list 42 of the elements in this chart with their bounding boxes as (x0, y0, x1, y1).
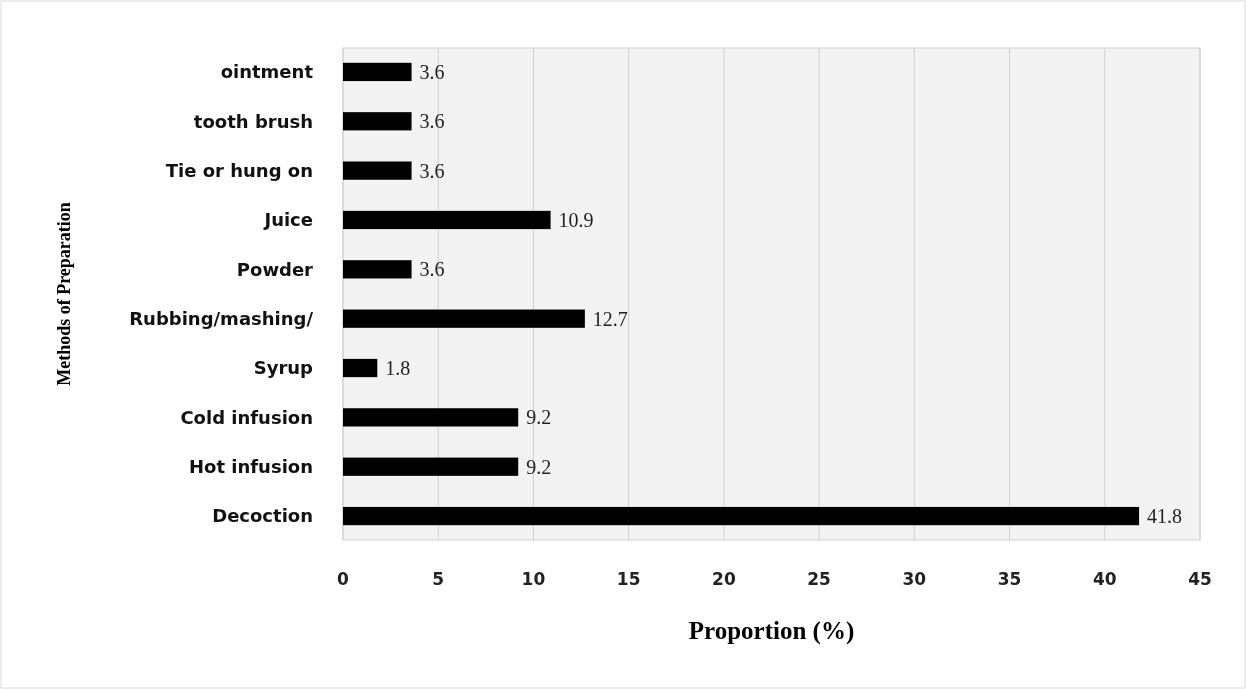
data-label: 3.6 (419, 60, 445, 83)
data-label: 10.9 (558, 208, 594, 231)
y-tick-label: Rubbing/mashing/ (129, 307, 314, 329)
y-axis-title: Methods of Preparation (54, 202, 74, 386)
x-tick-label: 25 (807, 569, 831, 589)
bar (343, 506, 1140, 526)
bar (343, 112, 412, 131)
y-tick-label: Decoction (212, 505, 313, 527)
y-tick-label: ointment (220, 61, 314, 83)
data-label: 3.6 (419, 159, 445, 182)
bar (343, 210, 551, 230)
x-tick-label: 10 (521, 569, 546, 589)
bar (343, 161, 412, 180)
x-tick-label: 35 (997, 569, 1022, 589)
bar (343, 62, 412, 82)
x-tick-label: 0 (337, 569, 350, 589)
data-label: 9.2 (526, 455, 552, 478)
data-label: 1.8 (385, 357, 411, 380)
x-tick-label: 40 (1092, 569, 1117, 589)
data-label: 3.6 (419, 110, 445, 133)
bar (343, 457, 519, 476)
x-tick-label: 45 (1188, 569, 1212, 589)
bar (343, 309, 585, 328)
data-label: 3.6 (419, 258, 445, 281)
y-tick-label: tooth brush (193, 110, 313, 132)
bar (343, 408, 519, 427)
y-tick-label: Syrup (253, 357, 314, 379)
bar (343, 260, 412, 279)
x-tick-label: 15 (616, 569, 641, 589)
data-label: 9.2 (526, 406, 552, 429)
data-label: 41.8 (1147, 505, 1183, 528)
x-tick-label: 20 (712, 569, 736, 589)
y-tick-label: Powder (236, 258, 314, 280)
bar (343, 358, 378, 378)
x-axis-title: Proportion (%) (688, 617, 855, 645)
x-tick-label: 30 (902, 569, 927, 589)
y-tick-label: Juice (262, 209, 313, 231)
y-tick-label: Cold infusion (180, 406, 313, 428)
data-label: 12.7 (592, 307, 628, 330)
x-tick-label: 5 (432, 569, 445, 589)
y-tick-label: Hot infusion (189, 456, 313, 478)
y-tick-label: Tie or hung on (165, 159, 313, 181)
